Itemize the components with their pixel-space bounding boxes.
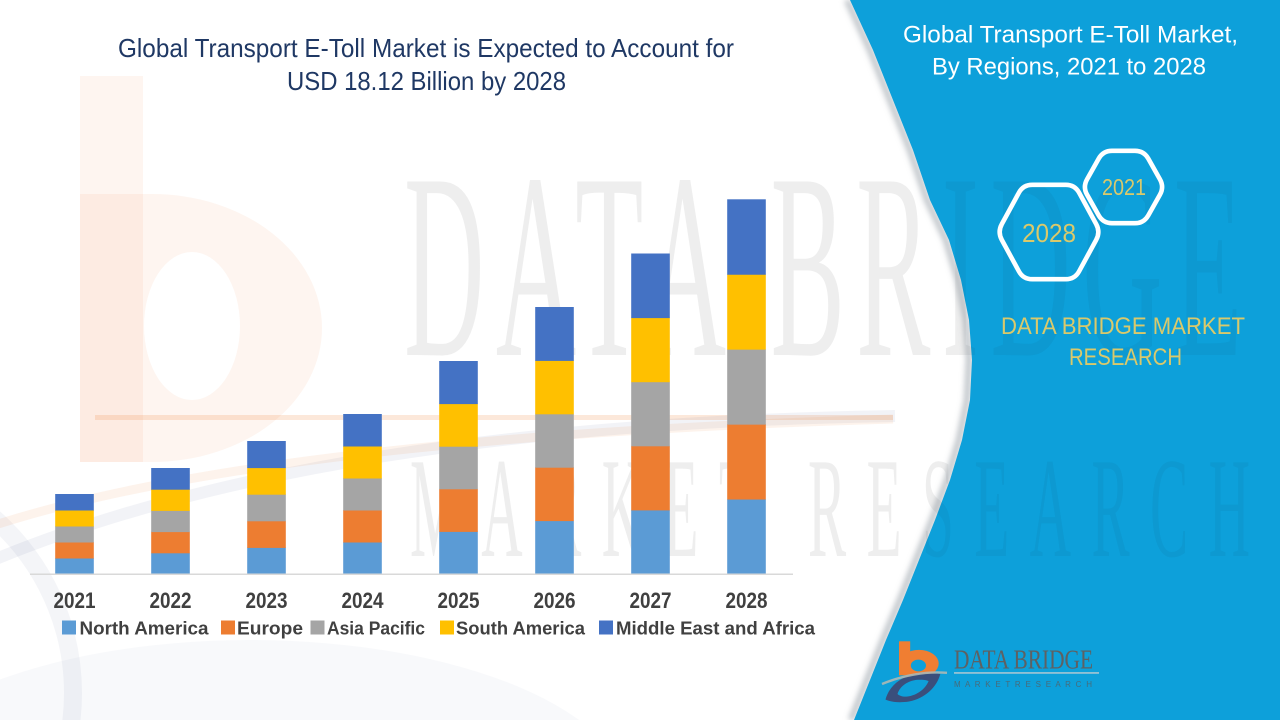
svg-text:2026: 2026 xyxy=(534,588,576,613)
svg-text:By Regions, 2021 to 2028: By Regions, 2021 to 2028 xyxy=(932,54,1206,81)
svg-text:2028: 2028 xyxy=(1022,218,1076,248)
svg-text:Global Transport E-Toll Market: Global Transport E-Toll Market is Expect… xyxy=(118,33,734,63)
svg-text:2025: 2025 xyxy=(438,588,480,613)
svg-text:2021: 2021 xyxy=(54,588,96,613)
svg-text:2027: 2027 xyxy=(630,588,672,613)
svg-text:Europe: Europe xyxy=(237,618,303,639)
svg-text:South America: South America xyxy=(456,618,586,639)
svg-text:2023: 2023 xyxy=(246,588,288,613)
svg-text:Asia Pacific: Asia Pacific xyxy=(327,618,425,639)
svg-text:North America: North America xyxy=(80,618,210,639)
svg-text:2021: 2021 xyxy=(1102,174,1146,200)
svg-text:Global Transport E-Toll Market: Global Transport E-Toll Market, xyxy=(903,22,1238,49)
svg-text:M A R K E T R E S E A R C H: M A R K E T R E S E A R C H xyxy=(954,680,1092,689)
svg-text:DATA BRIDGE MARKET: DATA BRIDGE MARKET xyxy=(1001,313,1245,340)
svg-text:2024: 2024 xyxy=(342,588,384,613)
svg-text:USD 18.12 Billion by 2028: USD 18.12 Billion by 2028 xyxy=(287,66,566,96)
svg-text:2022: 2022 xyxy=(150,588,192,613)
svg-text:2028: 2028 xyxy=(726,588,768,613)
svg-text:RESEARCH: RESEARCH xyxy=(1069,344,1182,371)
svg-text:Middle East and Africa: Middle East and Africa xyxy=(616,618,816,639)
svg-text:DATA BRIDGE: DATA BRIDGE xyxy=(954,645,1093,675)
